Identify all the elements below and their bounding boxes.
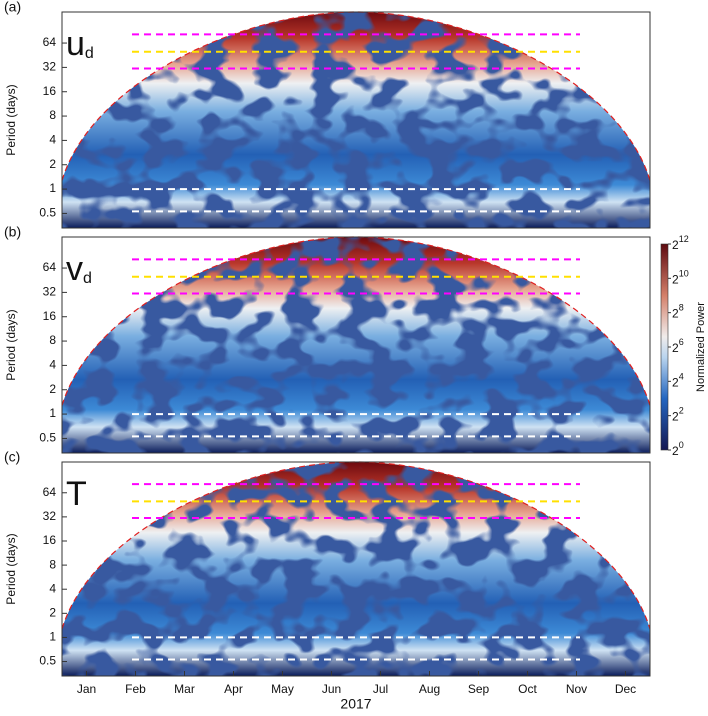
variable-name: v [66,250,83,288]
y-tick-label: 32 [43,60,57,74]
colorbar-tick-exponent: 10 [679,269,689,279]
colorbar-tick-base: 2 [672,410,679,424]
y-tick-label: 32 [43,509,57,523]
plot-frame [61,236,651,454]
colorbar-tick-exponent: 6 [679,337,684,347]
x-tick-label: Nov [566,682,587,696]
variable-label: vd [66,250,92,288]
x-tick-label: Jun [322,682,341,696]
cone-of-influence [61,11,651,181]
spectrum [62,237,650,453]
colorbar-tick-exponent: 4 [679,372,684,382]
y-tick-label: 1 [49,181,56,195]
panel-label: (a) [4,0,21,15]
variable-subscript: d [85,45,94,62]
colorbar-label: Normalized Power [695,302,707,392]
colorbar-tick-label: 212 [672,234,689,252]
y-tick-label: 64 [43,485,57,499]
colorbar-tick-exponent: 8 [679,303,684,313]
colorbar-tick-base: 2 [672,444,679,458]
panel-label: (b) [4,224,21,240]
x-tick-label: Dec [615,682,636,696]
y-axis-label: Period (days) [4,533,18,604]
x-tick-label: Sep [468,682,490,696]
spectrum-texture [62,12,650,228]
y-tick-label: 2 [49,382,56,396]
variable-name: u [66,25,85,63]
y-tick-label: 2 [49,605,56,619]
y-tick-label: 8 [49,333,56,347]
x-axis-label: 2017 [340,696,371,711]
spectrum [62,462,650,676]
plot-frame [61,11,651,229]
variable-label: ud [66,25,94,63]
y-tick-label: 64 [43,35,57,49]
y-axis-label: Period (days) [4,84,18,155]
variable-label: T [66,475,87,513]
y-tick-label: 32 [43,285,57,299]
x-tick-label: Aug [419,682,440,696]
cone-of-influence [61,236,651,406]
spectrum-texture [62,462,650,676]
y-tick-label: 1 [49,630,56,644]
x-tick-label: Feb [125,682,146,696]
variable-name: T [66,475,87,513]
colorbar-tick-exponent: 0 [679,440,684,450]
y-tick-label: 0.5 [39,654,56,668]
y-tick-label: 16 [43,84,57,98]
x-tick-label: Mar [174,682,195,696]
y-tick-label: 16 [43,533,57,547]
y-tick-label: 64 [43,260,57,274]
x-tick-label: May [271,682,294,696]
y-tick-label: 8 [49,108,56,122]
colorbar [660,243,669,451]
y-tick-label: 0.5 [39,431,56,445]
y-tick-label: 0.5 [39,206,56,220]
x-tick-label: Oct [518,682,537,696]
colorbar-tick-label: 22 [672,406,684,424]
y-tick-label: 4 [49,581,56,595]
y-tick-label: 4 [49,358,56,372]
y-tick-label: 4 [49,133,56,147]
variable-subscript: d [83,270,92,287]
y-tick-label: 1 [49,406,56,420]
colorbar-tick-exponent: 12 [679,234,689,244]
x-tick-label: Jul [373,682,388,696]
colorbar-tick-base: 2 [672,307,679,321]
colorbar-tick-base: 2 [672,238,679,252]
colorbar-tick-base: 2 [672,341,679,355]
colorbar-tick-label: 24 [672,372,684,390]
colorbar-tick-label: 210 [672,269,689,287]
panel-label: (c) [4,449,20,465]
spectrum-texture [62,237,650,453]
y-tick-label: 16 [43,309,57,323]
y-tick-label: 2 [49,157,56,171]
colorbar-tick-exponent: 2 [679,406,684,416]
colorbar-tick-base: 2 [672,273,679,287]
cone-of-influence [61,461,651,630]
x-tick-label: Jan [77,682,96,696]
plot-frame [61,461,651,677]
colorbar-tick-label: 26 [672,337,684,355]
y-axis-label: Period (days) [4,309,18,380]
colorbar-tick-label: 28 [672,303,684,321]
colorbar-tick-base: 2 [672,376,679,390]
x-tick-label: Apr [224,682,243,696]
y-tick-label: 8 [49,557,56,571]
colorbar-tick-label: 20 [672,440,684,458]
spectrum [62,12,650,228]
